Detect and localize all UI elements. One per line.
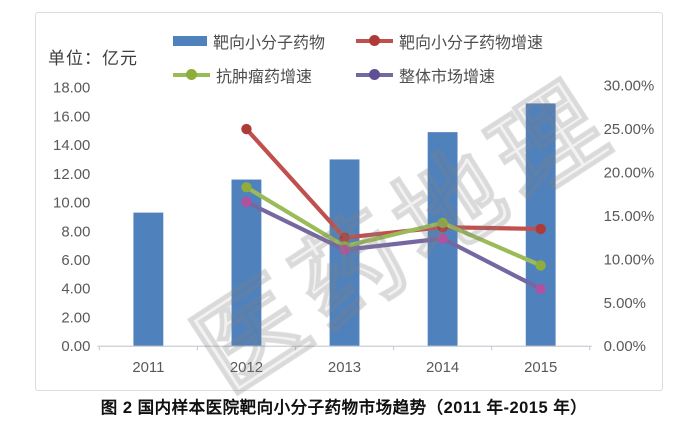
line-marker — [241, 123, 252, 135]
legend-line-swatch-icon — [173, 69, 210, 80]
left-axis-tick-label: 12.00 — [53, 166, 90, 183]
line-marker — [535, 283, 546, 295]
right-axis-tick-label: 10.00% — [604, 251, 655, 268]
line-marker — [535, 260, 546, 271]
line-marker — [339, 244, 350, 255]
chart-panel: 单位：亿元 靶向小分子药物 靶向小分子药物增速 抗肿瘤药增速 整体市场增速 2011 2… — [35, 12, 663, 415]
left-axis-tick-label: 8.00 — [61, 223, 90, 240]
left-axis-tick-label: 18.00 — [53, 80, 90, 97]
right-axis-tick-label: 0.00% — [604, 338, 646, 355]
legend-line-swatch-icon — [356, 35, 393, 46]
line-marker — [437, 217, 448, 229]
x-tick-label: 2013 — [328, 359, 361, 376]
legend-item: 靶向小分子药物增速 — [356, 29, 543, 53]
legend-item-label: 靶向小分子药物 — [213, 35, 326, 52]
x-tick-label: 2011 — [132, 359, 164, 376]
legend-dot-icon — [186, 69, 197, 80]
left-axis-tick-label: 10.00 — [53, 195, 90, 212]
x-tick-label: 2015 — [524, 359, 557, 376]
right-axis-tick-label: 20.00% — [604, 164, 655, 181]
line-marker — [241, 182, 252, 193]
line-marker — [437, 233, 448, 244]
unit-label: 单位：亿元 — [48, 49, 138, 68]
chart-plot: 2011 2012 2013 2014 2015 0.00 2.00 4.00 6.00 8.00… — [53, 78, 655, 377]
line-marker — [339, 232, 350, 243]
legend-item-label: 靶向小分子药物增速 — [399, 35, 544, 52]
x-tick-label: 2012 — [230, 359, 263, 376]
right-axis-tick-label: 30.00% — [604, 78, 655, 95]
line-marker — [241, 196, 252, 208]
legend-line-swatch-icon — [356, 69, 393, 80]
legend-bar-swatch-icon — [173, 36, 207, 46]
legend-item: 靶向小分子药物 — [173, 29, 356, 53]
legend-item: 抗肿瘤药增速 — [173, 63, 356, 87]
right-axis-tick-label: 5.00% — [604, 295, 646, 312]
figure-caption: 图 2 国内样本医院靶向小分子药物市场趋势（2011 年-2015 年） — [100, 399, 588, 417]
left-axis-tick-label: 16.00 — [53, 108, 90, 125]
left-axis-tick-label: 14.00 — [53, 137, 90, 154]
left-axis-tick-label: 2.00 — [61, 309, 90, 326]
legend-dot-icon — [369, 69, 380, 80]
left-axis-tick-label: 0.00 — [61, 338, 90, 355]
legend-item: 整体市场增速 — [356, 63, 543, 87]
legend-item-label: 整体市场增速 — [399, 69, 496, 86]
line-series — [244, 185, 543, 268]
left-axis-tick-label: 6.00 — [61, 252, 90, 269]
chart-legend: 靶向小分子药物 靶向小分子药物增速抗肿瘤药增速 整体市场增速 — [173, 29, 543, 87]
x-tick-label: 2014 — [426, 359, 459, 376]
left-axis-tick-label: 4.00 — [61, 281, 90, 298]
line-series — [244, 126, 543, 240]
right-axis-tick-label: 25.00% — [604, 121, 655, 138]
right-axis-tick-label: 15.00% — [604, 208, 655, 225]
line-series — [244, 199, 543, 291]
bar-2011 — [133, 212, 164, 347]
legend-item-label: 抗肿瘤药增速 — [216, 69, 313, 86]
legend-dot-icon — [369, 35, 380, 46]
line-marker — [535, 223, 546, 235]
